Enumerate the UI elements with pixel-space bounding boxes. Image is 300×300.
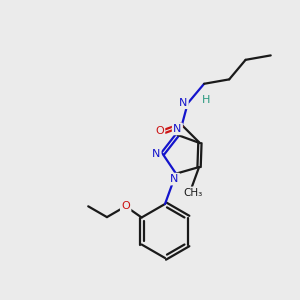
Text: N: N (179, 98, 188, 108)
Text: H: H (202, 95, 211, 105)
Text: CH₃: CH₃ (184, 188, 203, 198)
Text: O: O (121, 201, 130, 211)
Text: N: N (152, 149, 160, 159)
Text: N: N (170, 174, 179, 184)
Text: N: N (173, 124, 182, 134)
Text: O: O (155, 126, 164, 136)
